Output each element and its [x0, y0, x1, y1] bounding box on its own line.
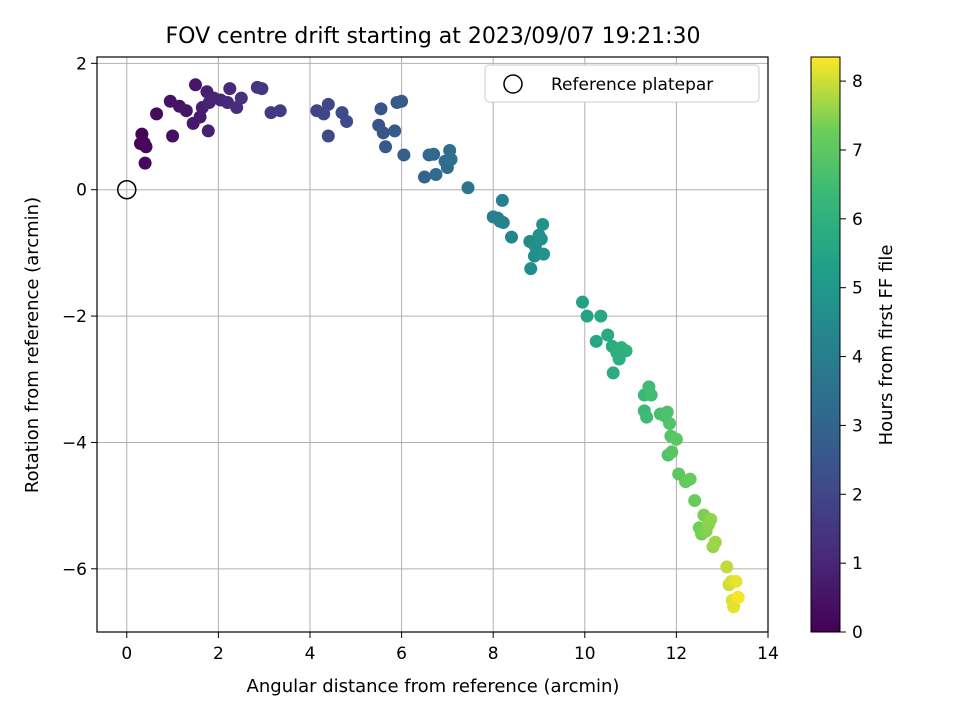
- data-point: [619, 344, 633, 358]
- y-tick-label: 0: [76, 181, 87, 201]
- colorbar-tick-label: 2: [852, 485, 863, 505]
- data-point: [669, 432, 683, 446]
- y-tick-label: 2: [76, 54, 87, 74]
- x-tick-label: 2: [213, 644, 224, 664]
- data-point: [379, 140, 393, 154]
- data-point: [534, 232, 548, 246]
- data-point: [496, 216, 510, 230]
- x-tick-label: 10: [574, 644, 596, 664]
- data-point: [720, 560, 734, 574]
- data-point: [150, 107, 164, 121]
- plot-area-frame: [96, 56, 769, 633]
- data-point: [188, 78, 202, 92]
- colorbar-tick-label: 4: [852, 348, 863, 368]
- data-point: [536, 217, 550, 231]
- colorbar-tick-label: 3: [852, 416, 863, 436]
- data-point: [663, 416, 677, 430]
- legend-marker-reference: [503, 74, 523, 94]
- colorbar-label: Hours from first FF file: [876, 245, 897, 446]
- legend-box: [484, 64, 760, 103]
- y-tick-label: −6: [62, 560, 87, 580]
- data-point: [273, 104, 287, 118]
- data-point: [234, 91, 248, 105]
- data-point: [223, 82, 237, 96]
- colorbar-tick-label: 7: [852, 141, 863, 161]
- colorbar-gradient: [810, 56, 841, 633]
- y-axis-ticks: 2 0 −2 −4 −6: [62, 54, 97, 580]
- x-tick-label: 8: [488, 644, 499, 664]
- x-tick-label: 0: [121, 644, 132, 664]
- data-point: [576, 295, 590, 309]
- data-point: [255, 82, 269, 96]
- data-point: [524, 262, 538, 276]
- data-point: [179, 104, 193, 118]
- data-point: [601, 328, 615, 342]
- x-axis-ticks: 0 2 4 6 8 10 12 14: [121, 632, 779, 664]
- legend: Reference platepar: [484, 64, 760, 103]
- data-point: [731, 590, 745, 604]
- data-point: [376, 126, 390, 140]
- x-tick-label: 12: [666, 644, 688, 664]
- x-axis-label: Angular distance from reference (arcmin): [247, 676, 620, 697]
- data-point: [374, 102, 388, 116]
- y-tick-label: −2: [62, 307, 87, 327]
- data-point: [729, 574, 743, 588]
- colorbar: 0 1 2 3 4 5 6 7 8 Hours from first FF file: [810, 56, 897, 643]
- data-point: [461, 181, 475, 195]
- x-tick-label: 6: [396, 644, 407, 664]
- data-point: [166, 129, 180, 143]
- grid-lines: [97, 57, 769, 632]
- data-point: [505, 230, 519, 244]
- data-point: [688, 494, 702, 508]
- colorbar-tick-label: 6: [852, 210, 863, 230]
- data-point: [606, 366, 620, 380]
- data-point: [665, 445, 679, 459]
- data-point: [321, 97, 335, 111]
- data-point: [644, 388, 658, 402]
- data-point: [708, 535, 722, 549]
- data-point: [589, 334, 603, 348]
- y-tick-label: −4: [62, 433, 87, 453]
- reference-point: [117, 179, 137, 200]
- data-point: [429, 168, 443, 182]
- data-point: [594, 309, 608, 323]
- data-point: [704, 513, 718, 527]
- data-point: [537, 247, 551, 261]
- data-point: [139, 140, 153, 154]
- data-point: [495, 193, 509, 207]
- data-point: [388, 124, 402, 138]
- data-point: [138, 156, 152, 170]
- chart-title: FOV centre drift starting at 2023/09/07 …: [166, 24, 701, 49]
- data-point: [640, 410, 654, 424]
- data-point: [427, 147, 441, 161]
- colorbar-ticks: 0 1 2 3 4 5 6 7 8: [840, 72, 863, 643]
- colorbar-tick-label: 1: [852, 554, 863, 574]
- data-point: [660, 405, 674, 419]
- data-point: [397, 148, 411, 162]
- colorbar-tick-label: 5: [852, 279, 863, 299]
- data-point: [321, 129, 335, 143]
- data-point: [444, 152, 458, 166]
- data-point: [395, 94, 409, 108]
- data-point: [580, 309, 594, 323]
- x-tick-label: 4: [305, 644, 316, 664]
- legend-label-reference: Reference platepar: [551, 75, 713, 95]
- data-point: [683, 472, 697, 486]
- data-points: [134, 78, 745, 614]
- colorbar-tick-label: 0: [852, 623, 863, 643]
- x-tick-label: 14: [757, 644, 779, 664]
- data-point: [201, 124, 215, 138]
- colorbar-tick-label: 8: [852, 72, 863, 92]
- y-axis-label: Rotation from reference (arcmin): [22, 197, 43, 493]
- data-point: [417, 170, 431, 184]
- data-point: [340, 114, 354, 128]
